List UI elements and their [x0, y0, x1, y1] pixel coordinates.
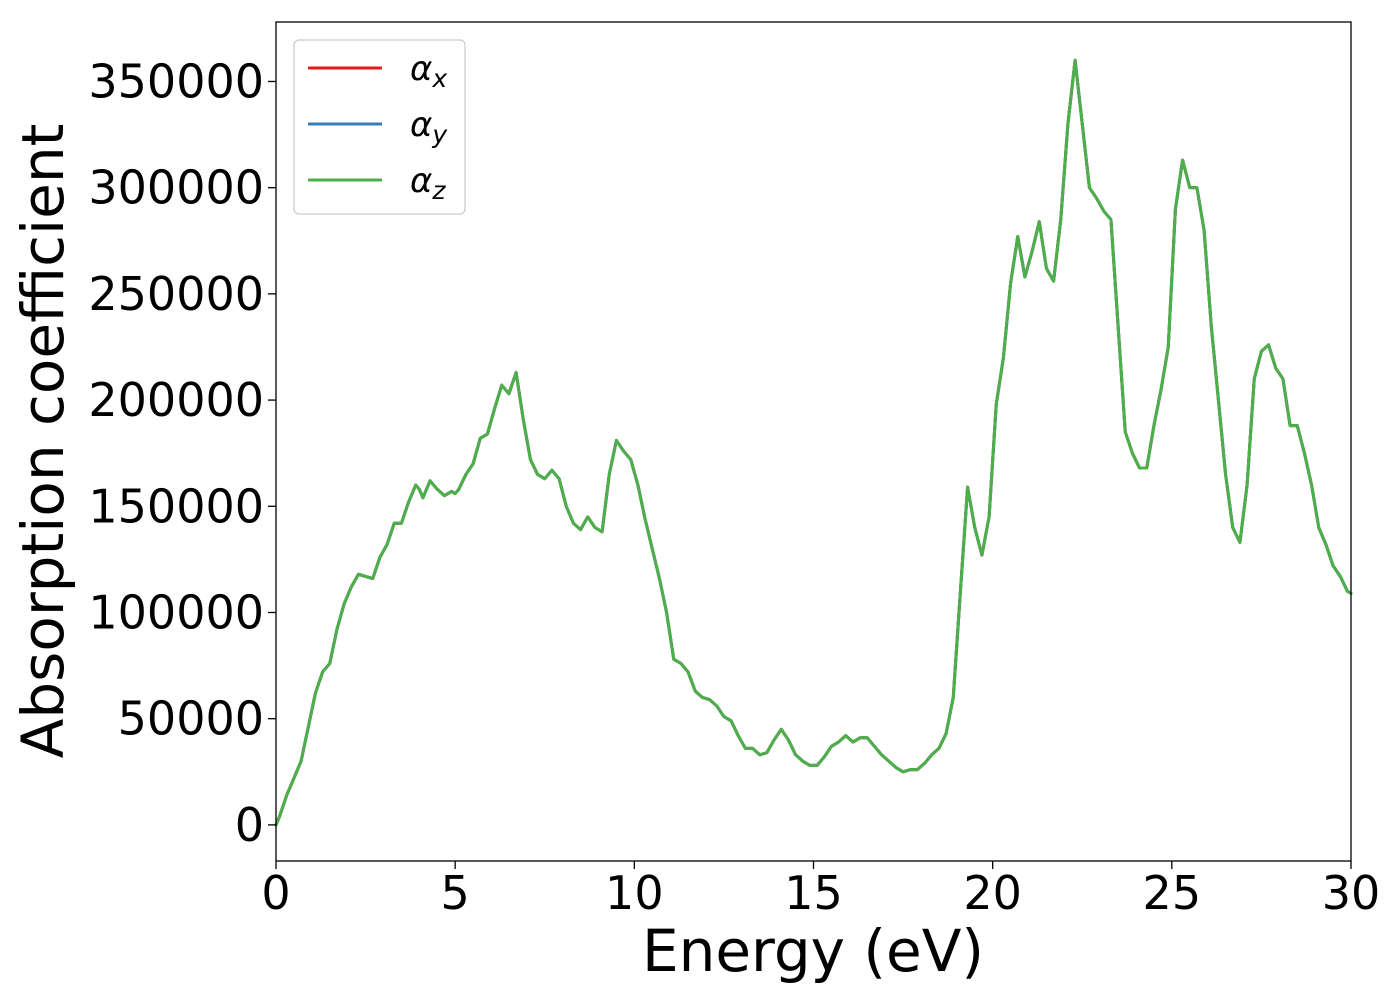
y-tick-label: 0 — [235, 798, 264, 852]
y-tick-label: 200000 — [88, 373, 264, 427]
legend-items: αx αy αz — [308, 49, 448, 205]
y-tick-label: 100000 — [88, 585, 264, 639]
y-tick-label: 350000 — [88, 54, 264, 108]
x-axis-title: Energy (eV) — [642, 917, 984, 985]
series-layer — [274, 58, 1353, 827]
x-tick-label: 25 — [1143, 866, 1202, 920]
legend-box — [293, 39, 466, 215]
y-tick-label: 300000 — [88, 161, 264, 215]
x-tick-label: 10 — [605, 866, 664, 920]
y-tick-label: 250000 — [88, 267, 264, 321]
legend-label-y: αy — [410, 105, 448, 149]
x-tick-label: 5 — [441, 866, 470, 920]
x-tick-label: 30 — [1322, 866, 1381, 920]
y-tick-label: 150000 — [88, 479, 264, 533]
x-tick-label: 20 — [963, 866, 1022, 920]
x-axis-ticks: 0 5 10 15 20 25 30 — [261, 861, 1380, 920]
y-tick-label: 50000 — [118, 692, 264, 746]
series-line-z — [274, 58, 1353, 827]
y-axis-ticks: 0 50000 100000 150000 200000 250000 300000 3500… — [88, 54, 276, 852]
legend-label-x: αx — [410, 49, 447, 93]
legend-label-z: αz — [410, 161, 446, 205]
x-tick-label: 0 — [261, 866, 290, 920]
y-axis-title: Absorption coefficient — [9, 124, 77, 759]
legend: αx αy αz — [293, 39, 466, 215]
x-tick-label: 15 — [784, 866, 843, 920]
